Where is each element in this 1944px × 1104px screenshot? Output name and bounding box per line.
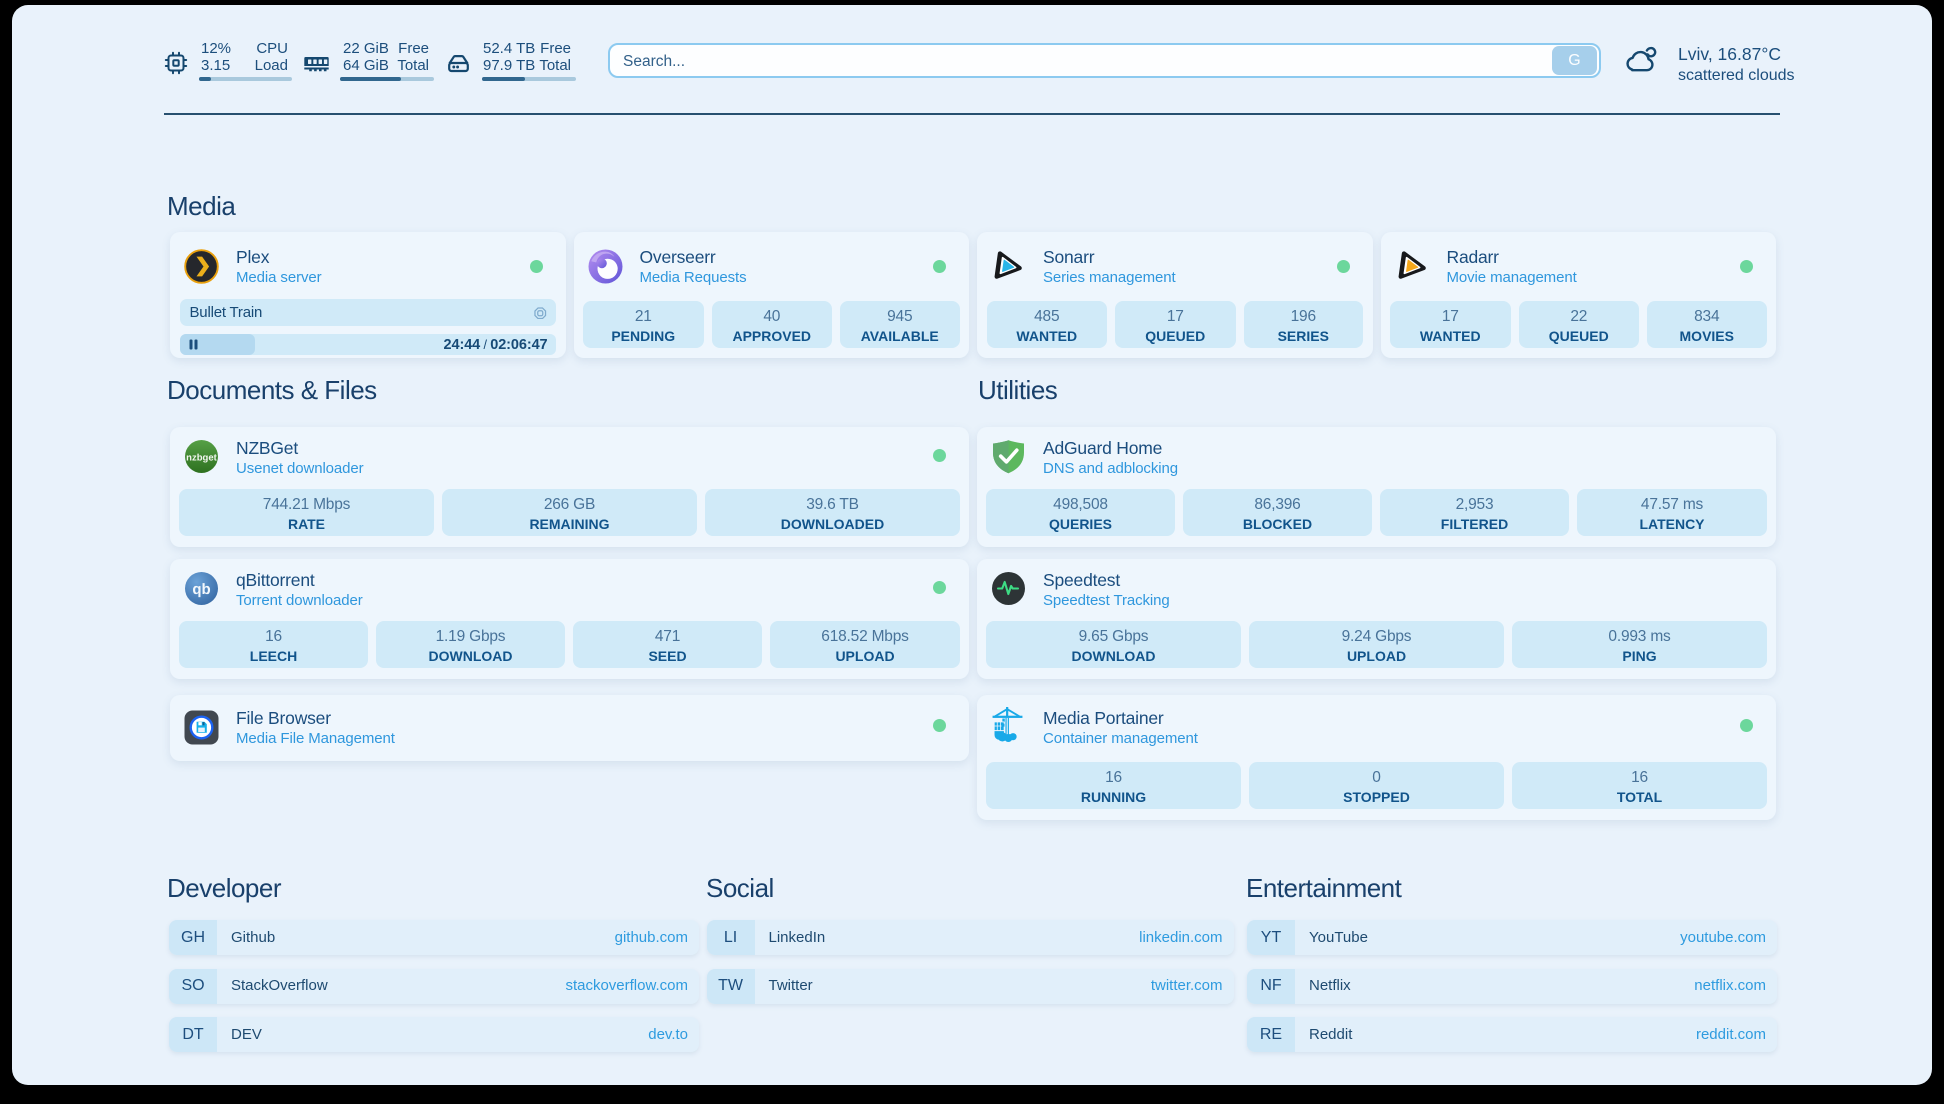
svg-text:nzbget: nzbget — [186, 452, 217, 463]
svg-text:qb: qb — [192, 581, 210, 598]
